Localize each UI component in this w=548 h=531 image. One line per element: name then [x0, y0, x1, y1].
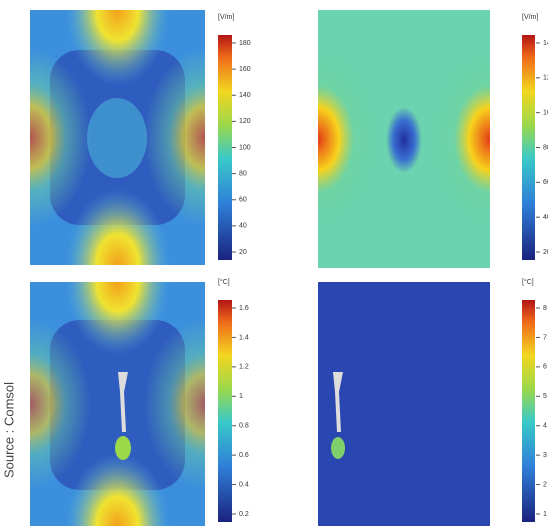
colorbar-unit: [°C] [522, 278, 534, 286]
tick-label: 1.2 [239, 364, 249, 371]
tick-label: 140 [543, 40, 548, 47]
tick-label: 0.2 [239, 511, 249, 518]
tick-label: 0.6 [239, 452, 249, 459]
tick-label: 2 [543, 481, 547, 488]
colorbar-unit: [V/m] [522, 14, 538, 21]
tick-label: 140 [239, 92, 251, 99]
tick-label: 4 [543, 423, 547, 430]
tick-label: 120 [239, 118, 251, 125]
tick-label: 1.4 [239, 334, 249, 341]
heatmap [318, 282, 490, 526]
tick-label: 100 [543, 110, 548, 117]
tick-label: 1 [239, 393, 243, 400]
tick-label: 0.8 [239, 423, 249, 430]
tick-label: 40 [239, 223, 247, 230]
tick-label: 160 [239, 66, 251, 73]
source: Source : Comsol [1, 382, 16, 478]
tick-label: 5 [543, 393, 547, 400]
tick-label: 6 [543, 364, 547, 371]
figure: Source : Comsol [V/m]1801601401201008060… [0, 0, 548, 531]
tick-label: 0.4 [239, 481, 249, 488]
tick-label: 7 [543, 334, 547, 341]
tick-label: 60 [239, 197, 247, 204]
tick-label: 180 [239, 40, 251, 47]
colorbar-unit: [V/m] [218, 14, 234, 21]
tick-label: 80 [543, 144, 548, 151]
heatmap [318, 10, 490, 268]
tick-label: 20 [543, 249, 548, 256]
tick-label: 100 [239, 144, 251, 151]
heatmap [30, 10, 205, 265]
tick-label: 8 [543, 305, 547, 312]
heatmap [30, 282, 205, 526]
tick-label: 120 [543, 75, 548, 82]
tick-label: 3 [543, 452, 547, 459]
tick-label: 80 [239, 170, 247, 177]
tick-label: 60 [543, 179, 548, 186]
tick-label: 20 [239, 249, 247, 256]
tick-label: 1.6 [239, 305, 249, 312]
colorbar-unit: [°C] [218, 278, 230, 286]
tick-label: 40 [543, 214, 548, 221]
tick-label: 1 [543, 511, 547, 518]
